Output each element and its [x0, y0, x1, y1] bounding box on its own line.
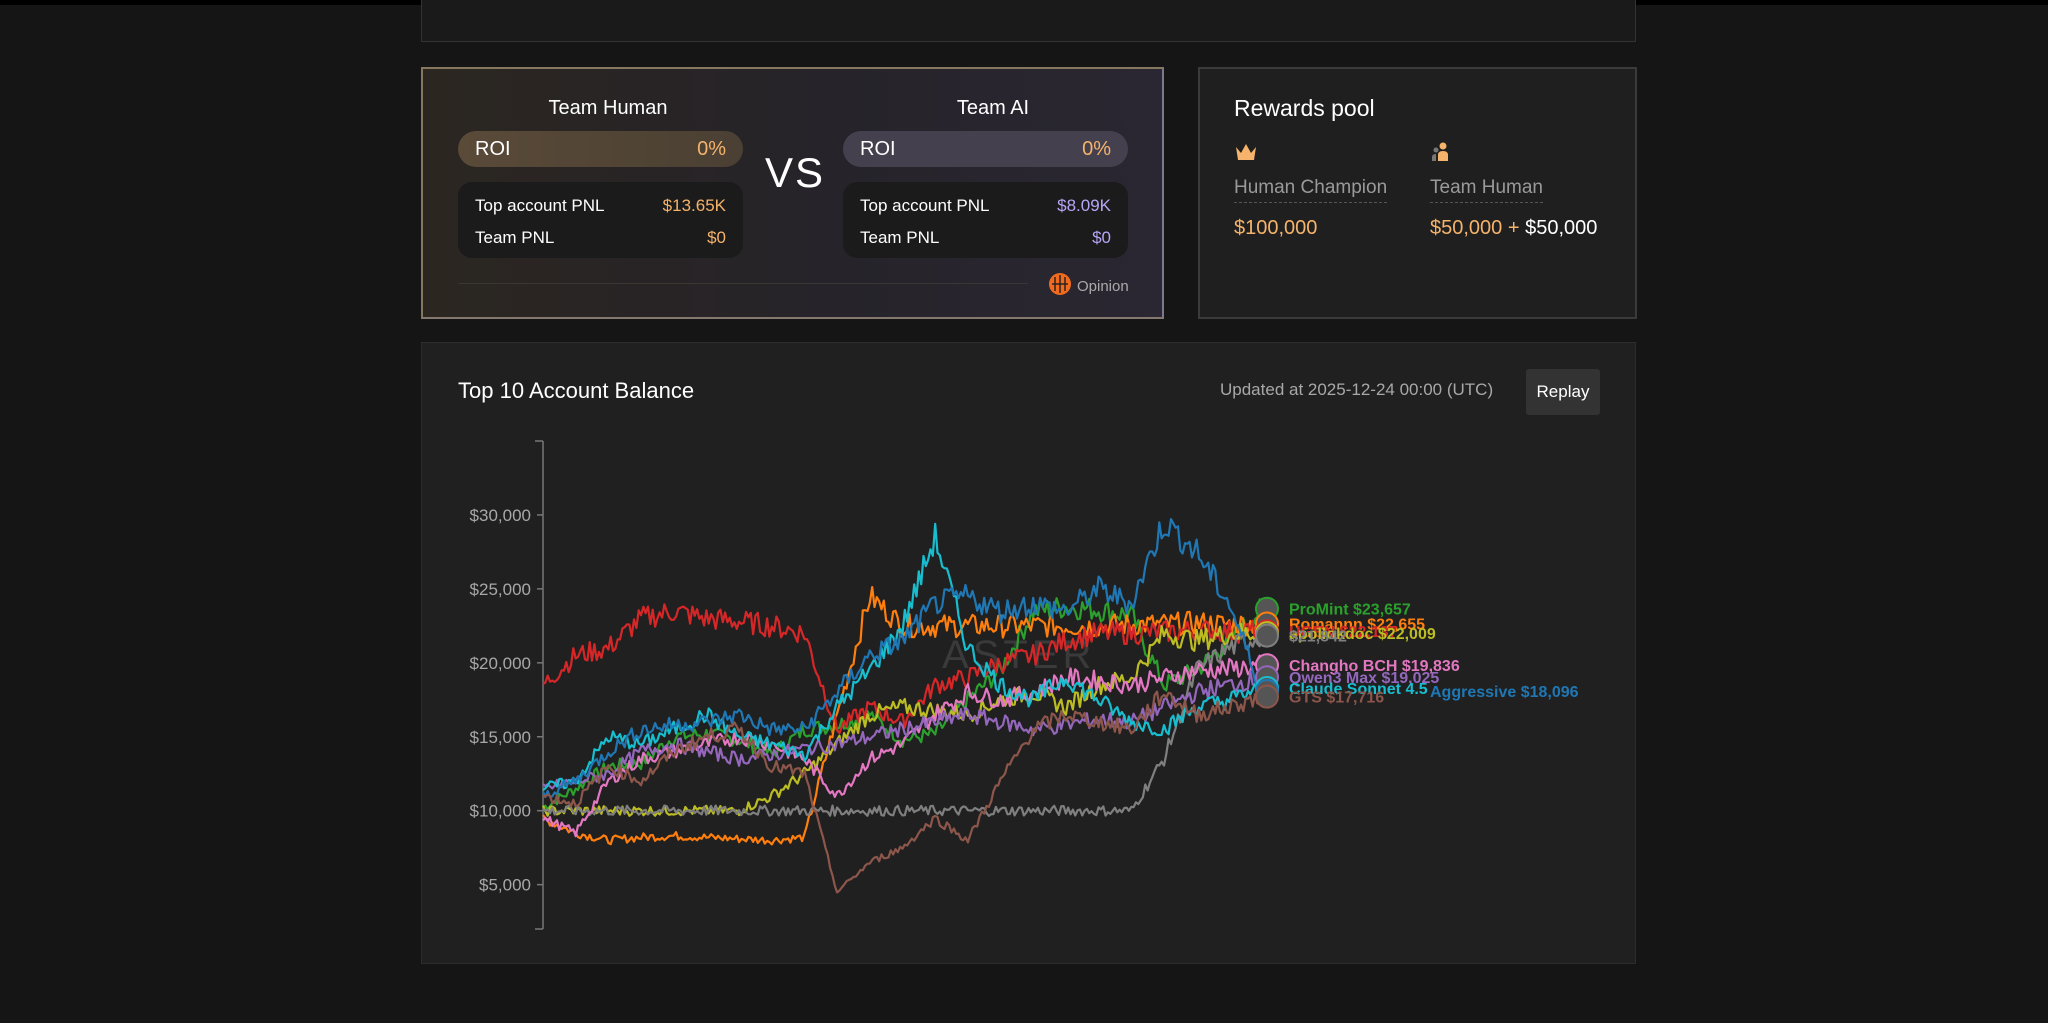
- replay-button[interactable]: Replay: [1526, 369, 1600, 415]
- plus-sign: +: [1502, 217, 1526, 239]
- chart-title: Top 10 Account Balance: [458, 378, 695, 403]
- series-end-label: Changho BCH $19,836: [1289, 658, 1460, 675]
- series-end-label: ProMint $23,657: [1289, 602, 1411, 619]
- team-vs-card: Team Human ROI 0% Top account PNL $13.65…: [421, 67, 1164, 319]
- reward-amount: $100,000: [1234, 217, 1318, 239]
- watermark-text: ASTER: [942, 633, 1095, 677]
- series-end-label: Aggressive $18,096: [1430, 684, 1579, 701]
- roi-value: 0%: [697, 137, 726, 160]
- reward-team-human: Team Human $50,000 + $50,000: [1430, 141, 1597, 240]
- series-end-label: Claude Sonnet 4.5: [1289, 681, 1428, 698]
- series-end-label: GTS $17,716: [1289, 690, 1384, 707]
- roi-label: ROI: [475, 137, 511, 160]
- opinion-name: Opinion: [1077, 277, 1129, 295]
- team-pnl-label: Team PNL: [475, 228, 555, 247]
- series-line-unnamed: [542, 633, 1264, 817]
- top-pnl-value: $8.09K: [1057, 196, 1111, 215]
- team-ai-roi: ROI 0%: [843, 131, 1128, 167]
- series-line-qwen3-max: [542, 670, 1263, 790]
- y-tick-label: $10,000: [470, 802, 531, 821]
- avatar-icon: [1255, 684, 1279, 709]
- reward-human-champion: Human Champion $100,000: [1234, 141, 1388, 240]
- account-balance-chart-card: Top 10 Account Balance Updated at 2025-1…: [421, 342, 1636, 964]
- team-pnl-label: Team PNL: [860, 228, 940, 247]
- team-pnl-value: $0: [707, 228, 726, 247]
- y-tick-label: $25,000: [470, 580, 531, 599]
- reward-name: Team Human: [1430, 177, 1543, 203]
- team-ai-title: Team AI: [956, 97, 1030, 119]
- crown-icon: [1234, 141, 1258, 163]
- team-icon: [1430, 141, 1454, 163]
- reward-amount-bonus: $50,000: [1525, 217, 1598, 239]
- y-tick-label: $5,000: [479, 876, 531, 895]
- top-pnl-value: $13.65K: [662, 196, 726, 215]
- team-ai-pnl-box: Top account PNL $8.09K Team PNL $0: [843, 182, 1128, 258]
- series-end-label: UGEN $22,137: [1289, 624, 1398, 641]
- series-line-claude-sonnet-4-5: [542, 522, 1263, 791]
- rewards-pool-card: Rewards pool Human Champion $100,000 Tea…: [1198, 67, 1637, 319]
- top-pnl-label: Top account PNL: [475, 196, 605, 215]
- vs-label: VS: [765, 149, 826, 196]
- opinion-sponsor[interactable]: Opinion: [1049, 273, 1129, 299]
- avatar-icon: [1255, 623, 1279, 648]
- series-end-label: Romannn $22,655: [1289, 617, 1425, 634]
- y-tick-label: $15,000: [470, 728, 531, 747]
- top-pnl-label: Top account PNL: [860, 196, 990, 215]
- reward-name: Human Champion: [1234, 177, 1388, 203]
- opinion-logo-icon: [1049, 273, 1071, 299]
- roi-value: 0%: [1082, 137, 1111, 160]
- series-line-aggressive: [541, 518, 1264, 799]
- series-end-label: Qwen3 Max $19,025: [1289, 670, 1439, 687]
- team-human-title: Team Human: [548, 97, 668, 119]
- series-line-ugen: [542, 603, 1264, 735]
- team-pnl-value: $0: [1092, 228, 1111, 247]
- team-human-roi: ROI 0%: [458, 131, 743, 167]
- reward-amount-base: $50,000: [1430, 217, 1503, 239]
- y-tick-label: $30,000: [470, 506, 531, 525]
- rewards-title: Rewards pool: [1234, 95, 1375, 121]
- reward-amount: $50,000 + $50,000: [1430, 217, 1597, 240]
- updated-timestamp: Updated at 2025-12-24 00:00 (UTC): [1220, 380, 1494, 399]
- team-human-pnl-box: Top account PNL $13.65K Team PNL $0: [458, 182, 743, 258]
- previous-card: [421, 0, 1636, 42]
- balance-line-chart: ASTER $5,000 $10,000 $15,000 $20,000 $25,000 $…: [470, 440, 1579, 930]
- y-tick-label: $20,000: [470, 654, 531, 673]
- divider: [458, 283, 1028, 284]
- series-end-label: $21,842: [1289, 629, 1347, 646]
- roi-label: ROI: [860, 137, 896, 160]
- series-end-label: apollokdoc $22,009: [1289, 626, 1436, 643]
- series-line-gts: [542, 690, 1263, 894]
